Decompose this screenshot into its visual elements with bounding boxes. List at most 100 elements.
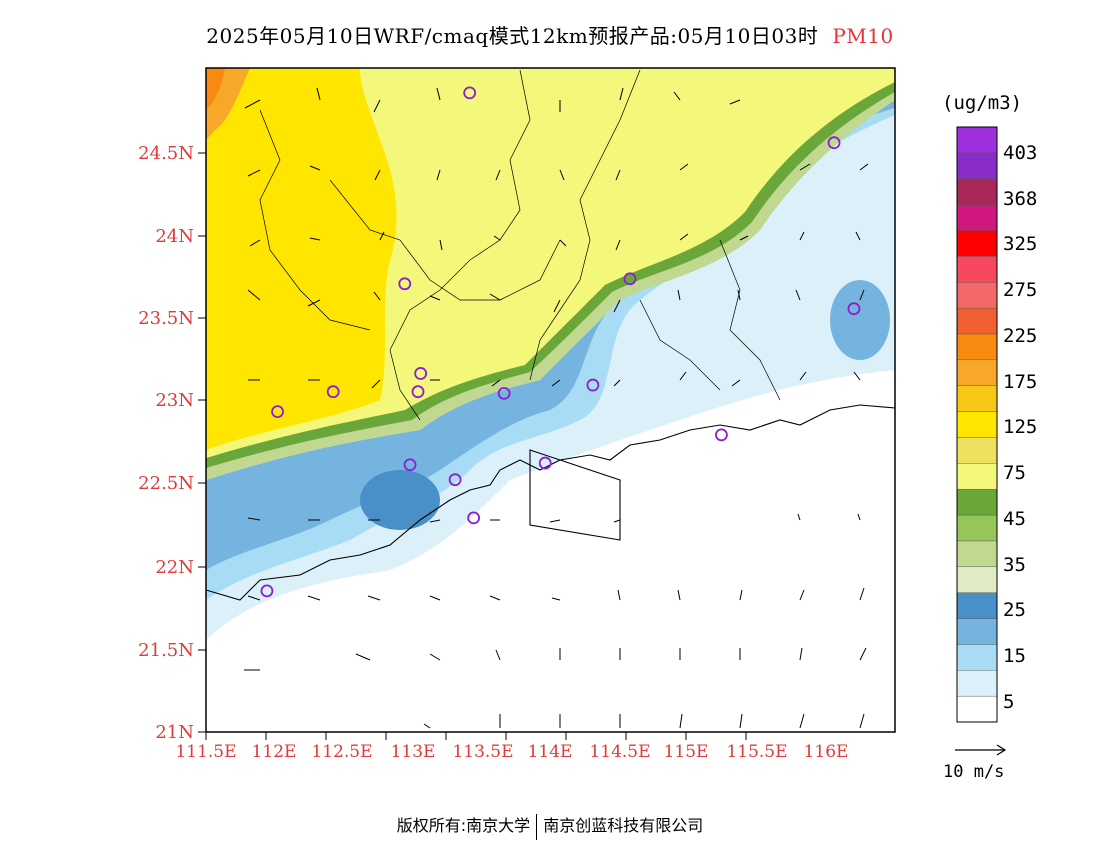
colorbar-label: 225 — [1003, 325, 1037, 347]
colorbar-swatch — [956, 282, 998, 309]
pm10-field — [206, 68, 895, 732]
station-marker — [847, 302, 861, 316]
x-tick-label: 114.5E — [589, 742, 650, 762]
colorbar-swatch — [956, 566, 998, 593]
colorbar-swatch — [956, 411, 998, 438]
colorbar-label: 175 — [1003, 371, 1037, 393]
colorbar-label: 5 — [1003, 691, 1014, 713]
copyright-footer: 版权所有:南京大学 南京创蓝科技有限公司 — [0, 812, 1100, 840]
colorbar-swatch — [956, 437, 998, 464]
station-marker — [463, 86, 477, 100]
y-axis — [198, 152, 206, 733]
coastline — [205, 404, 896, 601]
x-tick-label: 116E — [804, 742, 849, 762]
y-tick-labels: 24.5N 24N 23.5N 23N 22.5N 22N 21.5N 21N — [138, 143, 194, 743]
station-marker — [497, 386, 511, 400]
colorbar-swatch — [956, 385, 998, 412]
station-marker — [827, 136, 841, 150]
colorbar-swatch — [956, 670, 998, 697]
colorbar-swatch — [956, 178, 998, 205]
y-tick-label: 23N — [155, 390, 194, 411]
x-tick-label: 114E — [528, 742, 573, 762]
x-tick-label: 115E — [664, 742, 709, 762]
colorbar-frame — [956, 126, 998, 723]
station-marker — [271, 405, 284, 419]
colorbar-swatch — [956, 695, 998, 723]
y-tick-label: 21N — [155, 722, 194, 743]
colorbar-labels: 403 368 325 275 225 175 125 75 45 35 25 … — [1003, 142, 1037, 713]
colorbar-swatch — [956, 256, 998, 283]
wind-vectors — [244, 87, 869, 729]
colorbar-label: 275 — [1003, 279, 1037, 301]
x-tick-label: 112.5E — [311, 742, 372, 762]
y-tick-label: 24N — [155, 226, 194, 247]
colorbar-label: 125 — [1003, 416, 1037, 438]
y-tick-label: 22.5N — [138, 473, 194, 494]
colorbar-swatch — [956, 488, 998, 516]
x-tick-labels: 111.5E 112E 112.5E 113E 113.5E 114E 114.… — [175, 742, 848, 762]
colorbar-swatch — [956, 204, 998, 231]
y-tick-label: 22N — [155, 557, 194, 578]
colorbar-label: 368 — [1003, 188, 1037, 210]
x-tick-label: 115.5E — [726, 742, 787, 762]
field-band-a — [206, 100, 895, 570]
field-125-175 — [206, 68, 397, 450]
field-225-275 — [206, 68, 225, 110]
station-marker — [715, 428, 728, 442]
colorbar-label: 35 — [1003, 554, 1026, 576]
field-patch-east — [830, 280, 890, 360]
colorbar-swatch — [956, 540, 998, 567]
y-tick-label: 21.5N — [138, 640, 194, 661]
footer-company: 南京创蓝科技有限公司 — [543, 816, 704, 835]
colorbar-label: 325 — [1003, 233, 1037, 255]
footer-divider — [536, 813, 538, 840]
colorbar-swatch — [956, 126, 998, 154]
title-variable: PM10 — [832, 24, 894, 48]
colorbar-label: 45 — [1003, 508, 1026, 530]
colorbar-swatch — [956, 152, 998, 179]
field-clean-sea — [206, 410, 895, 732]
station-marker — [260, 584, 274, 598]
station-marker — [411, 385, 425, 399]
station-marker — [467, 511, 481, 525]
station-marker — [586, 378, 600, 392]
colorbar-swatch — [956, 592, 998, 619]
station-marker — [538, 456, 552, 470]
station-marker — [326, 385, 340, 399]
colorbar-label: 15 — [1003, 645, 1026, 667]
station-marker — [448, 473, 462, 487]
colorbar-swatch — [956, 333, 998, 361]
title-main: 2025年05月10日WRF/cmaq模式12km预报产品:05月10日03时 — [206, 24, 819, 48]
station-marker — [403, 458, 417, 472]
colorbar-swatch — [956, 618, 998, 645]
y-tick-label: 24.5N — [138, 143, 194, 164]
station-marker — [398, 277, 412, 291]
colorbar — [956, 126, 998, 723]
station-marker — [623, 272, 637, 286]
colorbar-swatch — [956, 463, 998, 490]
colorbar-swatch — [956, 359, 998, 386]
footer-owner: 版权所有:南京大学 — [396, 816, 531, 835]
x-tick-label: 113.5E — [452, 742, 513, 762]
colorbar-label: 75 — [1003, 462, 1026, 484]
station-marker — [414, 367, 428, 380]
field-patch-pearl-river — [360, 470, 440, 530]
x-tick-label: 111.5E — [175, 742, 236, 762]
x-tick-label: 112E — [252, 742, 297, 762]
boundaries — [259, 69, 781, 421]
x-tick-label: 113E — [391, 742, 436, 762]
y-tick-label: 23.5N — [138, 308, 194, 329]
colorbar-unit: (ug/m3) — [942, 92, 1023, 114]
monitoring-stations — [260, 86, 861, 598]
colorbar-swatch — [956, 230, 998, 257]
colorbar-label: 25 — [1003, 599, 1026, 621]
colorbar-swatch — [956, 307, 998, 335]
colorbar-label: 403 — [1003, 142, 1037, 164]
map-title: 2025年05月10日WRF/cmaq模式12km预报产品:05月10日03时 P… — [0, 20, 1100, 49]
colorbar-swatch — [956, 514, 998, 542]
wind-reference-arrow — [955, 744, 1007, 756]
x-axis — [205, 732, 747, 740]
wind-reference-label: 10 m/s — [943, 762, 1005, 782]
colorbar-swatch — [956, 644, 998, 671]
